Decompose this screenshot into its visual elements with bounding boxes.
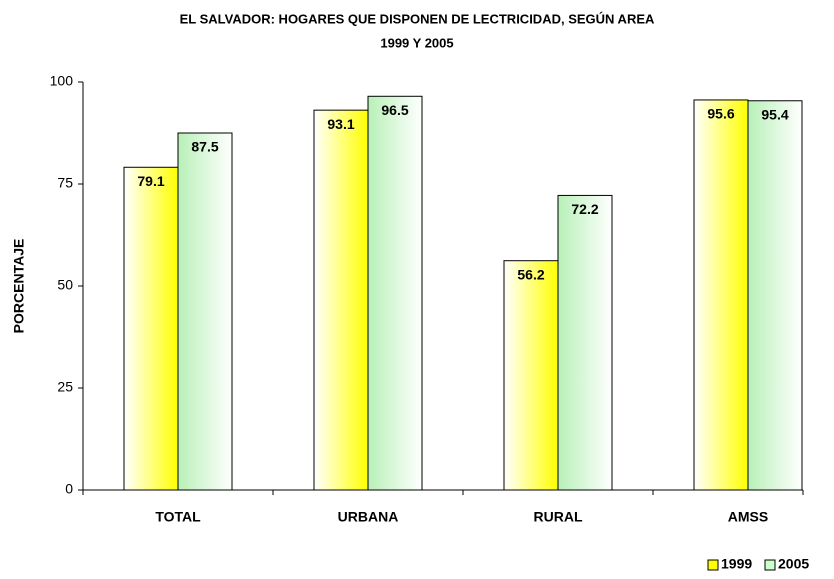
y-axis-label: PORCENTAJE: [11, 239, 27, 334]
y-tick-label: 0: [65, 481, 73, 497]
y-tick-label: 75: [57, 175, 73, 191]
legend-swatch: [707, 559, 719, 571]
bar: [747, 100, 803, 491]
legend-label: 2005: [778, 556, 809, 572]
x-tick-label: RURAL: [534, 509, 583, 525]
legend-label: 1999: [721, 556, 752, 572]
bar: [313, 109, 369, 491]
bar: [503, 260, 559, 491]
x-tick-label: TOTAL: [155, 509, 201, 525]
bar: [123, 166, 179, 491]
data-label: 79.1: [137, 173, 164, 189]
bar: [693, 99, 749, 491]
x-tick-label: URBANA: [338, 509, 399, 525]
y-tick-label: 50: [57, 277, 73, 293]
bar: [367, 95, 423, 491]
data-label: 72.2: [571, 201, 598, 217]
legend-swatch: [764, 559, 776, 571]
bar: [177, 132, 233, 491]
chart-title: EL SALVADOR: HOGARES QUE DISPONEN DE LEC…: [180, 11, 655, 26]
data-label: 93.1: [327, 116, 354, 132]
data-label: 87.5: [191, 139, 218, 155]
data-label: 56.2: [517, 266, 544, 282]
y-tick-label: 25: [57, 379, 73, 395]
data-label: 95.4: [761, 106, 788, 122]
y-tick-label: 100: [50, 73, 74, 89]
data-label: 96.5: [381, 102, 408, 118]
data-label: 95.6: [707, 106, 734, 122]
bar: [557, 194, 613, 491]
x-tick-label: AMSS: [728, 509, 768, 525]
chart-subtitle: 1999 Y 2005: [380, 35, 453, 50]
